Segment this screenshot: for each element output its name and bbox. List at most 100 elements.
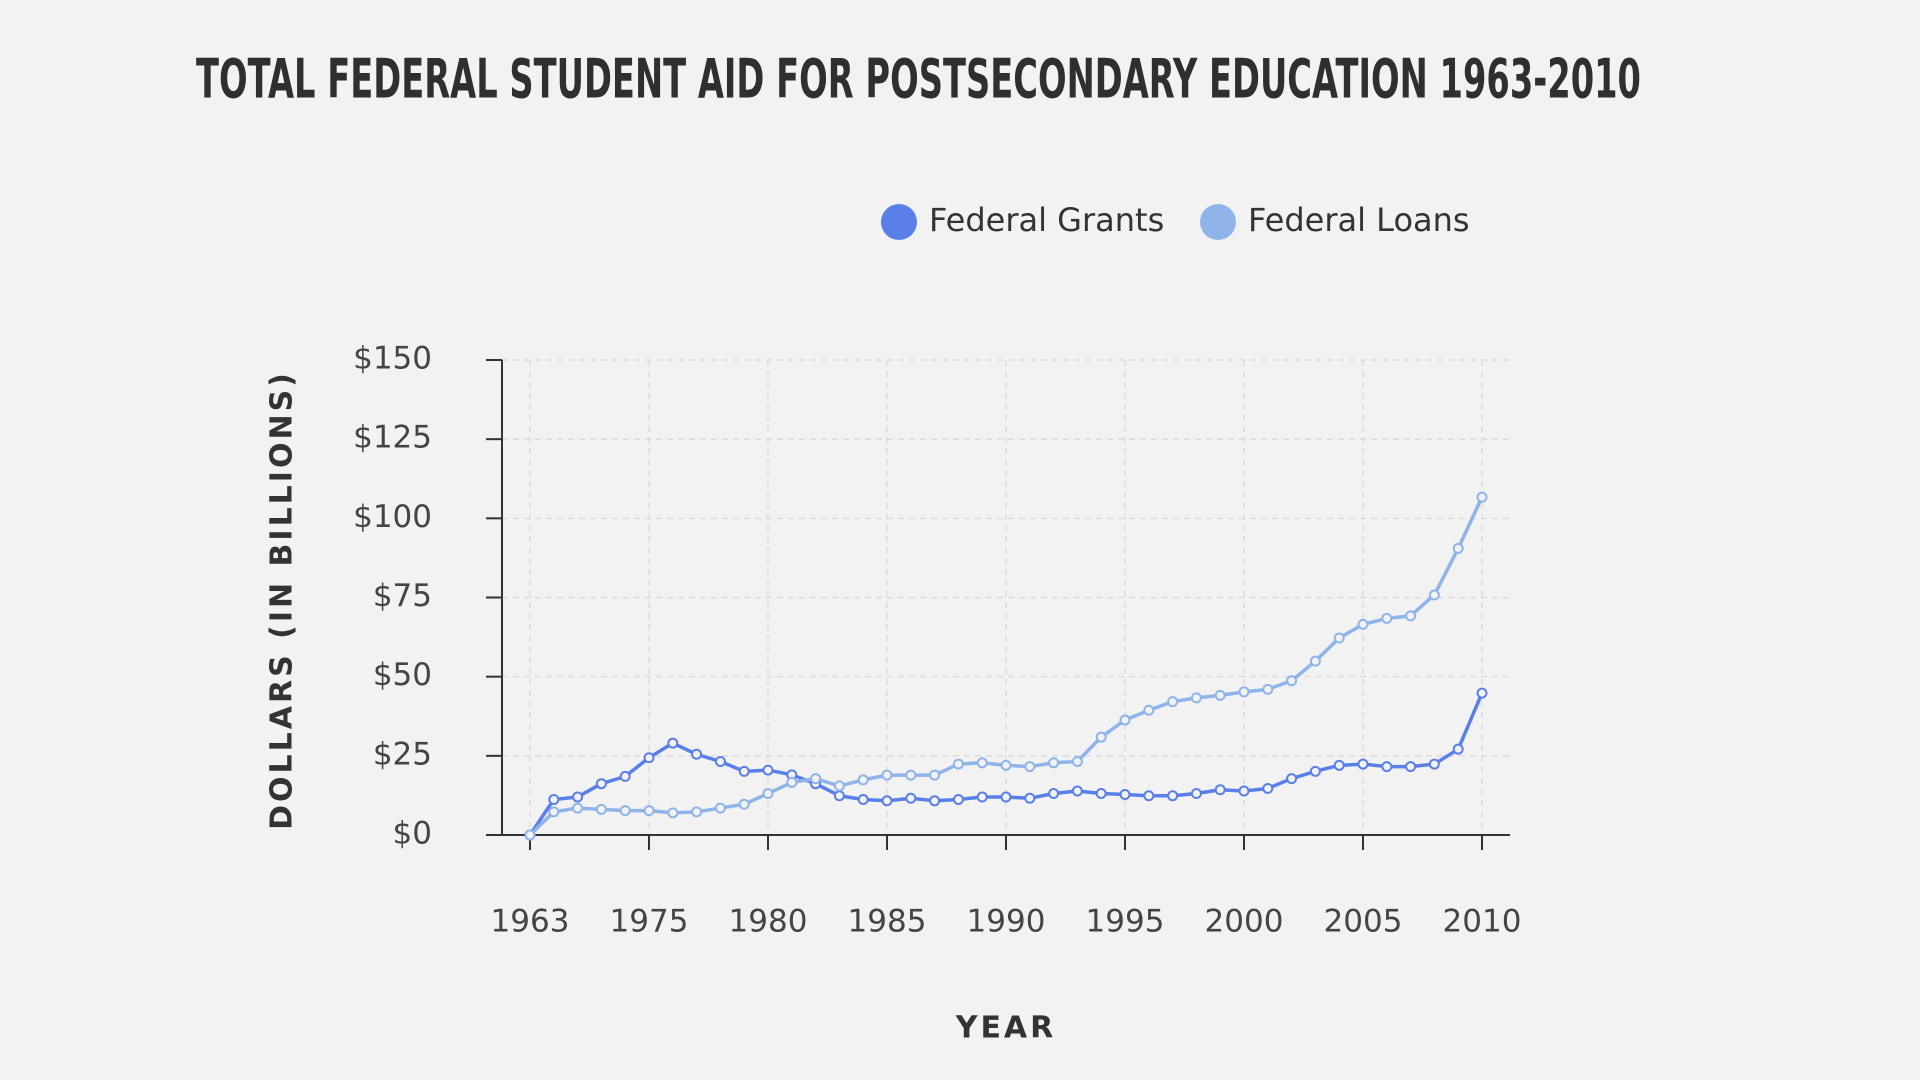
data-point xyxy=(1190,788,1202,800)
x-tick-label: 1980 xyxy=(729,904,808,940)
data-point xyxy=(976,791,988,803)
data-point xyxy=(1476,687,1488,699)
data-point xyxy=(1214,784,1226,796)
data-point xyxy=(667,807,679,819)
data-point xyxy=(762,788,774,800)
data-point xyxy=(619,770,631,782)
data-point xyxy=(1214,689,1226,701)
data-point xyxy=(619,805,631,817)
x-tick-label: 2000 xyxy=(1205,904,1284,940)
data-point xyxy=(810,773,822,785)
data-point xyxy=(1024,761,1036,773)
data-point xyxy=(1381,761,1393,773)
y-tick-label: $100 xyxy=(353,499,432,535)
data-point xyxy=(1048,788,1060,800)
data-point xyxy=(833,790,845,802)
data-point xyxy=(1428,589,1440,601)
data-point xyxy=(1143,790,1155,802)
data-point xyxy=(881,769,893,781)
data-point xyxy=(691,806,703,818)
data-point xyxy=(1119,714,1131,726)
data-point xyxy=(1405,610,1417,622)
legend-label: Federal Grants xyxy=(929,201,1164,239)
data-point xyxy=(1143,704,1155,716)
data-point xyxy=(1071,756,1083,768)
x-tick-label: 1975 xyxy=(610,904,689,940)
data-point xyxy=(1286,773,1298,785)
data-point xyxy=(1238,785,1250,797)
data-point xyxy=(1095,731,1107,743)
data-point xyxy=(1357,758,1369,770)
data-point xyxy=(1476,491,1488,503)
legend-swatch xyxy=(1200,204,1236,240)
y-tick-label: $25 xyxy=(373,736,432,772)
data-point xyxy=(952,794,964,806)
data-point xyxy=(952,758,964,770)
data-point xyxy=(572,802,584,814)
data-point xyxy=(524,829,536,841)
x-tick-label: 2005 xyxy=(1324,904,1403,940)
x-tick-label: 1985 xyxy=(848,904,927,940)
data-point xyxy=(857,774,869,786)
data-point xyxy=(1405,761,1417,773)
data-point xyxy=(548,806,560,818)
data-point xyxy=(1309,765,1321,777)
data-point xyxy=(1119,788,1131,800)
data-point xyxy=(1428,758,1440,770)
data-point xyxy=(595,803,607,815)
legend-swatch xyxy=(881,204,917,240)
data-point xyxy=(548,794,560,806)
x-tick-label: 1990 xyxy=(967,904,1046,940)
legend-label: Federal Loans xyxy=(1248,201,1470,239)
data-point xyxy=(643,805,655,817)
y-axis-title: DOLLARS (IN BILLIONS) xyxy=(265,370,300,830)
data-point xyxy=(1333,759,1345,771)
data-point xyxy=(762,764,774,776)
data-point xyxy=(929,795,941,807)
data-point xyxy=(1262,782,1274,794)
x-tick-label: 1963 xyxy=(491,904,570,940)
data-point xyxy=(1452,542,1464,554)
data-point xyxy=(714,802,726,814)
data-point xyxy=(1071,785,1083,797)
x-tick-label: 2010 xyxy=(1443,904,1522,940)
data-point xyxy=(643,752,655,764)
data-point xyxy=(691,748,703,760)
data-point xyxy=(572,791,584,803)
data-point xyxy=(1238,686,1250,698)
y-tick-label: $75 xyxy=(373,578,432,614)
data-point xyxy=(1381,612,1393,624)
data-point xyxy=(905,792,917,804)
data-point xyxy=(1262,683,1274,695)
data-point xyxy=(1048,757,1060,769)
y-tick-label: $150 xyxy=(353,341,432,377)
data-point xyxy=(833,780,845,792)
data-point xyxy=(1167,790,1179,802)
data-point xyxy=(1095,788,1107,800)
chart-title: TOTAL FEDERAL STUDENT AID FOR POSTSECOND… xyxy=(196,48,1641,111)
data-point xyxy=(929,769,941,781)
data-point xyxy=(1333,632,1345,644)
data-point xyxy=(976,757,988,769)
data-point xyxy=(857,794,869,806)
data-point xyxy=(1000,759,1012,771)
data-point xyxy=(1024,792,1036,804)
data-point xyxy=(714,756,726,768)
data-point xyxy=(1452,743,1464,755)
data-point xyxy=(1167,696,1179,708)
data-point xyxy=(1286,675,1298,687)
data-point xyxy=(1357,618,1369,630)
y-tick-label: $0 xyxy=(393,816,432,852)
data-point xyxy=(1000,791,1012,803)
y-tick-label: $50 xyxy=(373,657,432,693)
data-point xyxy=(1190,692,1202,704)
y-tick-label: $125 xyxy=(353,420,432,456)
data-point xyxy=(1309,655,1321,667)
data-point xyxy=(786,776,798,788)
x-axis-title: YEAR xyxy=(955,1011,1057,1046)
data-point xyxy=(738,798,750,810)
data-point xyxy=(905,769,917,781)
x-tick-label: 1995 xyxy=(1086,904,1165,940)
data-point xyxy=(595,778,607,790)
